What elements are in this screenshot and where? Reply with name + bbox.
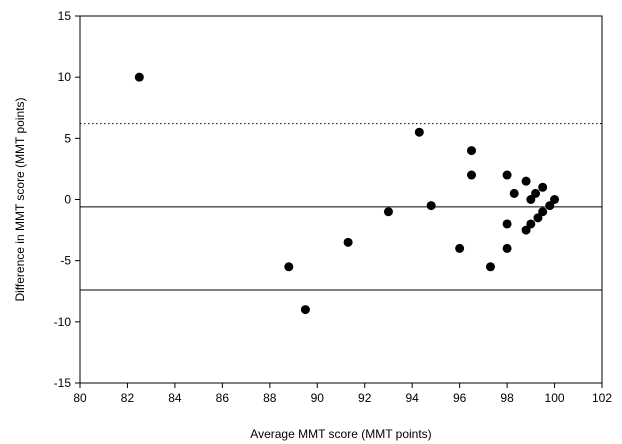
y-axis-ticks: -15 -10 -5 0 5 10 15 xyxy=(54,9,80,390)
reference-lines xyxy=(80,123,602,291)
x-tick-label: 82 xyxy=(121,391,135,405)
x-tick-label: 96 xyxy=(453,391,467,405)
y-tick-label: -10 xyxy=(54,315,72,329)
y-tick-label: -5 xyxy=(60,254,71,268)
x-tick-label: 98 xyxy=(500,391,514,405)
plot-frame xyxy=(79,15,603,384)
y-tick-label: -15 xyxy=(54,376,72,390)
data-point xyxy=(502,219,512,229)
data-point xyxy=(467,146,476,156)
data-point xyxy=(343,237,353,247)
data-point xyxy=(134,72,144,82)
data-point xyxy=(383,207,393,217)
x-tick-label: 80 xyxy=(73,391,87,405)
data-point xyxy=(414,127,424,137)
data-point xyxy=(455,243,465,253)
data-points xyxy=(134,72,560,315)
x-tick-label: 88 xyxy=(263,391,277,405)
data-point xyxy=(545,201,555,211)
y-tick-label: 15 xyxy=(58,9,72,23)
x-tick-label: 100 xyxy=(545,391,565,405)
data-point xyxy=(526,195,536,204)
data-point xyxy=(502,243,512,253)
data-point xyxy=(284,262,294,272)
data-point xyxy=(538,207,548,217)
data-point xyxy=(502,170,512,180)
data-point xyxy=(426,201,436,211)
x-tick-label: 102 xyxy=(592,391,612,405)
data-point xyxy=(300,305,310,315)
data-point xyxy=(538,182,548,192)
x-tick-label: 92 xyxy=(358,391,372,405)
data-point xyxy=(467,170,476,180)
data-point xyxy=(485,262,495,272)
x-tick-label: 86 xyxy=(216,391,230,405)
y-tick-label: 0 xyxy=(64,193,71,207)
x-axis-ticks: 80 82 84 86 88 90 92 94 96 98 100 102 xyxy=(73,383,612,405)
data-point xyxy=(550,195,560,204)
data-point xyxy=(521,225,531,235)
data-point xyxy=(533,213,543,223)
y-axis-title: Difference in MMT score (MMT points) xyxy=(13,97,27,301)
x-tick-label: 84 xyxy=(168,391,182,405)
y-tick-label: 10 xyxy=(58,70,72,84)
x-axis-title: Average MMT score (MMT points) xyxy=(250,427,431,441)
data-point xyxy=(531,188,541,198)
y-tick-label: 5 xyxy=(64,131,71,145)
x-tick-label: 90 xyxy=(311,391,325,405)
x-tick-label: 94 xyxy=(406,391,420,405)
data-point xyxy=(526,219,536,229)
data-point xyxy=(509,188,519,198)
data-point xyxy=(521,176,531,186)
